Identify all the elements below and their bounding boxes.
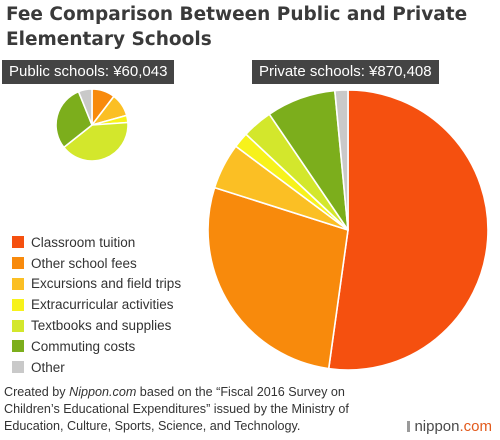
legend-label: Other school fees xyxy=(31,255,137,271)
legend: Classroom tuition Other school fees Excu… xyxy=(12,232,181,378)
public-schools-label: Public schools: ¥60,043 xyxy=(2,60,175,84)
private-slice-classroom-tuition xyxy=(327,89,489,371)
source-name: Nippon.com xyxy=(69,385,137,399)
legend-item-other-school-fees: Other school fees xyxy=(12,253,181,274)
legend-label: Commuting costs xyxy=(31,338,136,354)
logo-suffix: .com xyxy=(459,418,492,435)
legend-item-excursions: Excursions and field trips xyxy=(12,274,181,295)
private-slice-other xyxy=(334,89,349,231)
logo-mark-icon xyxy=(407,421,411,432)
legend-swatch xyxy=(12,277,24,290)
legend-swatch xyxy=(12,257,24,270)
public-slice-other xyxy=(77,88,93,126)
legend-swatch xyxy=(12,236,24,249)
legend-label: Textbooks and supplies xyxy=(31,318,172,334)
legend-item-classroom-tuition: Classroom tuition xyxy=(12,232,181,253)
public-slice-commuting-costs xyxy=(55,90,93,149)
legend-item-other: Other xyxy=(12,357,181,378)
source-note-prefix: Created by xyxy=(4,385,70,399)
public-slice-textbooks-and-supplies xyxy=(63,121,129,162)
legend-label: Excursions and field trips xyxy=(31,276,182,292)
source-note-text: based on the “Fiscal 2016 Survey on Chil… xyxy=(4,385,349,433)
nippon-logo: nippon.com xyxy=(407,418,492,435)
legend-item-textbooks: Textbooks and supplies xyxy=(12,315,181,336)
public-schools-pie xyxy=(55,88,129,162)
source-note: Created by Nippon.com based on the “Fisc… xyxy=(4,384,404,435)
private-slice-other-school-fees xyxy=(207,186,349,370)
private-schools-pie xyxy=(207,89,489,371)
legend-swatch xyxy=(12,361,24,374)
legend-label: Classroom tuition xyxy=(31,234,136,250)
chart-title: Fee Comparison Between Public and Privat… xyxy=(6,4,468,50)
private-schools-label: Private schools: ¥870,408 xyxy=(252,60,439,84)
legend-swatch xyxy=(12,298,24,311)
legend-label: Extracurricular activities xyxy=(31,297,174,313)
legend-item-commuting: Commuting costs xyxy=(12,336,181,357)
legend-swatch xyxy=(12,319,24,332)
legend-swatch xyxy=(12,340,24,353)
legend-item-extracurricular: Extracurricular activities xyxy=(12,294,181,315)
logo-text: nippon xyxy=(414,418,460,435)
legend-label: Other xyxy=(31,359,65,375)
